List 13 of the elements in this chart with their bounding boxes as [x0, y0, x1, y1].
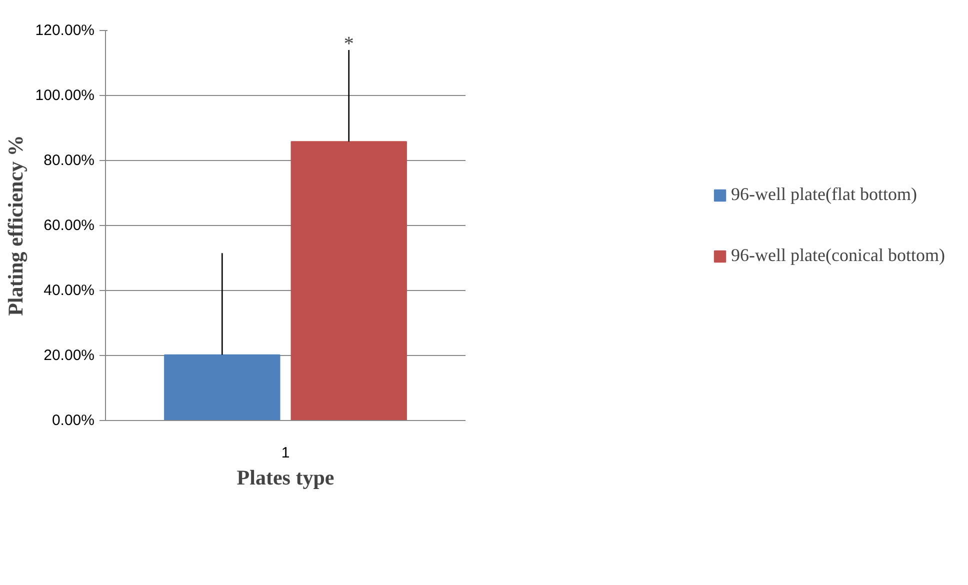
y-tick-label: 120.00%: [35, 22, 94, 39]
y-tick-label: 80.00%: [44, 152, 94, 169]
x-tick-label: 1: [281, 444, 290, 462]
y-tick-label: 0.00%: [52, 412, 95, 429]
annotation: *: [344, 33, 354, 55]
y-tick-label: 100.00%: [35, 87, 94, 104]
y-tick-label: 60.00%: [44, 217, 94, 234]
y-tick-label: 20.00%: [44, 347, 94, 364]
x-axis-title: Plates type: [236, 466, 334, 490]
legend-label: 96-well plate(flat bottom): [731, 184, 917, 205]
y-axis-title: Plating efficiency %: [3, 135, 28, 316]
y-tick-label: 40.00%: [44, 282, 94, 299]
legend-label: 96-well plate(conical bottom): [731, 245, 945, 266]
